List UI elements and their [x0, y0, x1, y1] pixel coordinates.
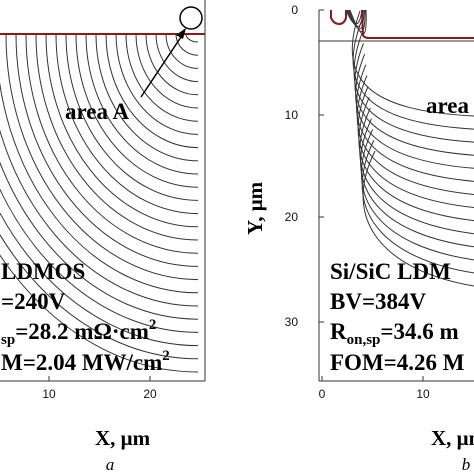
- panel-a-contour-line: [5, 33, 199, 281]
- panel-b-y-ticks: 0 10 20 30: [285, 3, 324, 329]
- panel-b-xtick-0: 0: [319, 387, 326, 401]
- panel-b-contour-line: [360, 118, 474, 248]
- panel-b-contour-line: [356, 64, 474, 182]
- panel-a-contour-line: [75, 33, 199, 188]
- panel-b-p-body-region: [330, 10, 347, 26]
- panel-b-contour-line: [358, 96, 474, 222]
- panel-a-contour-line: [155, 33, 199, 83]
- panel-a-bv: =240V: [1, 289, 66, 314]
- panel-a-contour-line: [0, 129, 199, 307]
- panel-a: area A LDMOS =240V sp=28.2 mΩ·cm2 M=2.04…: [0, 0, 206, 474]
- panel-b-fom: FOM=4.26 M: [330, 350, 465, 375]
- panel-b-ron-value: =34.6 m: [380, 319, 458, 344]
- panel-b-ron: Ron,sp=34.6 m: [330, 319, 459, 348]
- panel-a-contour-line: [0, 212, 199, 347]
- panel-b-label: b: [462, 455, 471, 474]
- area-a-arrow: [140, 33, 184, 98]
- panel-a-contour-line: [55, 33, 199, 215]
- panel-a-contour-line: [35, 33, 199, 241]
- panel-b-contour-line: [352, 21, 474, 130]
- panel-b-device-name: Si/SiC LDM: [330, 259, 451, 284]
- panel-a-xtick-20: 20: [143, 387, 157, 401]
- panel-a-contour-line: [135, 33, 199, 109]
- panel-b-contour-line: [355, 53, 474, 169]
- panel-a-contour-line: [0, 254, 199, 373]
- panel-b-xtick-10: 10: [416, 387, 430, 401]
- panel-b: 0 10 20 30 0 10 Y, μm X, μm b area Si/Si…: [243, 3, 474, 474]
- panel-b-contour-line: [362, 150, 474, 287]
- panel-a-contour-line: [145, 33, 199, 96]
- panel-a-label: a: [106, 455, 115, 474]
- panel-a-contour-line: [0, 161, 199, 320]
- panel-b-contour-line: [359, 107, 474, 235]
- panel-b-ytick-30: 30: [285, 315, 299, 329]
- panel-a-contour-line: [0, 188, 199, 333]
- panel-a-contour-line: [165, 33, 199, 69]
- panel-a-contour-line: [125, 33, 199, 122]
- panel-a-ron-sub: sp: [1, 332, 15, 348]
- panel-a-x-axis-label: X, μm: [95, 426, 151, 450]
- panel-b-contour-line: [351, 10, 474, 117]
- area-a-marker: [179, 6, 203, 30]
- panel-b-contour-line: [354, 43, 474, 156]
- panel-b-bv: BV=384V: [330, 289, 427, 314]
- panel-a-contour-line: [45, 33, 199, 228]
- panel-b-area-label: area: [426, 93, 470, 118]
- panel-b-contour-loop: [348, 9, 366, 32]
- panel-b-contour-line: [361, 140, 474, 274]
- area-a-arrowhead: [176, 28, 186, 39]
- panel-a-fom-sup: 2: [162, 348, 170, 364]
- panel-a-xtick-10: 10: [42, 387, 56, 401]
- panel-a-fom-value: M=2.04 MW/cm: [1, 350, 162, 375]
- panel-a-contour-line: [15, 33, 199, 267]
- panel-b-ytick-20: 20: [285, 210, 299, 224]
- panel-a-device-name: LDMOS: [1, 259, 85, 284]
- panel-a-contour-line: [105, 33, 199, 149]
- panel-b-y-axis-label: Y, μm: [243, 181, 267, 235]
- panel-b-x-axis-label: X, μm: [431, 426, 474, 450]
- panel-b-drift-region: [361, 9, 474, 39]
- panel-a-contour-line: [175, 33, 199, 56]
- panel-a-contour-line: [115, 33, 199, 135]
- panel-b-contour-line: [353, 32, 474, 143]
- panel-b-contour-line: [356, 75, 474, 195]
- panel-a-contour-line: [185, 33, 199, 43]
- panel-a-contour-line: [65, 33, 199, 201]
- panel-b-ytick-0: 0: [291, 3, 298, 17]
- panel-b-contour-line: [361, 129, 474, 261]
- panel-b-contour-line: [357, 86, 474, 209]
- panel-a-ron: sp=28.2 mΩ·cm2: [1, 317, 156, 348]
- panel-b-ron-sub: on,sp: [347, 332, 381, 348]
- panel-a-contour-line: [85, 33, 199, 175]
- panel-b-ytick-10: 10: [285, 108, 299, 122]
- panel-b-contour-loop: [347, 9, 365, 30]
- panel-b-contours: [345, 9, 474, 287]
- panel-a-contour-line: [25, 33, 199, 254]
- panel-a-ron-sup: 2: [149, 317, 157, 333]
- panel-a-contours: [0, 33, 199, 373]
- panel-a-contour-line: [95, 33, 199, 162]
- panel-a-contour-line: [0, 81, 199, 294]
- panel-a-ron-value: =28.2 mΩ·cm: [15, 319, 149, 344]
- panel-a-fom: M=2.04 MW/cm2: [1, 348, 170, 375]
- panel-a-contour-line: [0, 233, 199, 360]
- panel-b-ron-r: R: [330, 319, 347, 344]
- area-a-label: area A: [65, 99, 129, 124]
